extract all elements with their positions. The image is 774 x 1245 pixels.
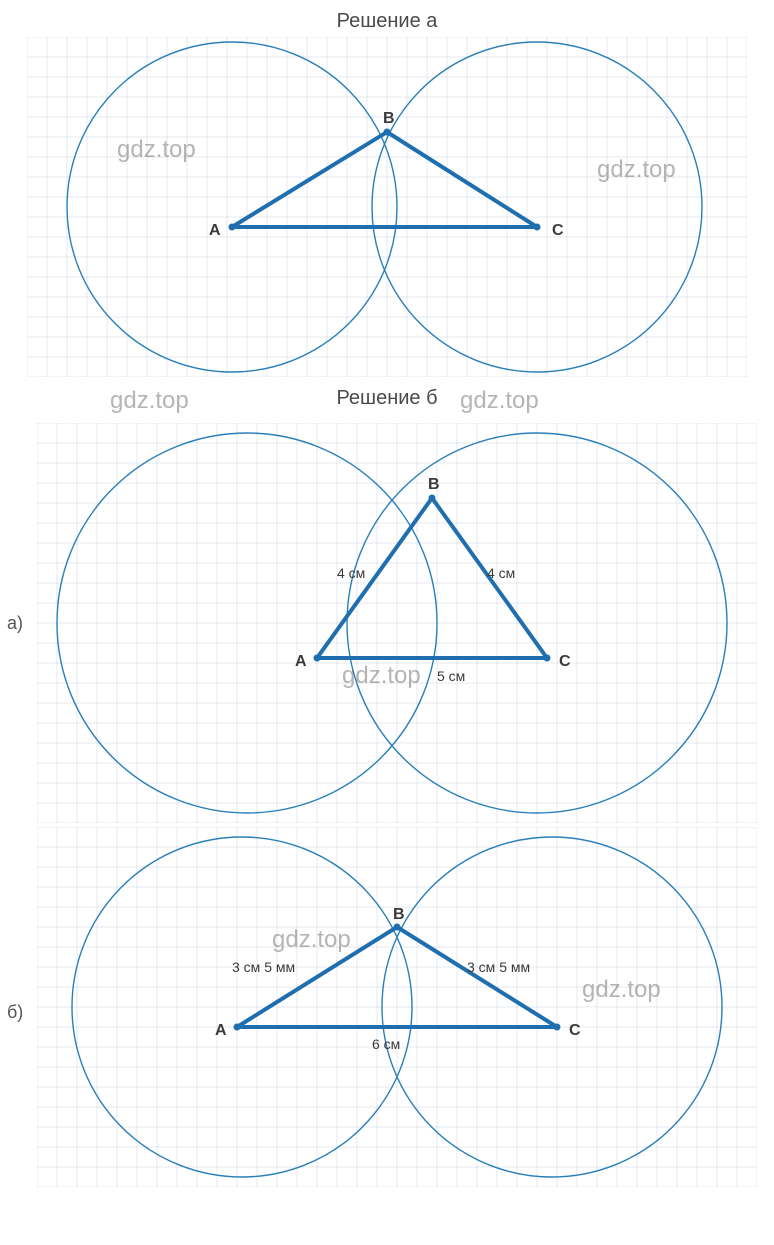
watermark: gdz.top bbox=[597, 156, 676, 183]
side-length-label: 5 см bbox=[437, 668, 465, 684]
vertex-A bbox=[229, 224, 236, 231]
panel-2-svg: A B C 4 см 4 см 5 см gdz.top bbox=[37, 423, 757, 823]
vertex-label-B: B bbox=[383, 110, 395, 127]
side-length-label: 4 см bbox=[337, 565, 365, 581]
vertex-label-A: A bbox=[295, 653, 307, 670]
watermark: gdz.top bbox=[342, 662, 421, 689]
vertex-C bbox=[554, 1024, 561, 1031]
watermark: gdz.top bbox=[272, 926, 351, 953]
vertex-label-B: B bbox=[428, 476, 440, 493]
vertex-label-A: A bbox=[215, 1022, 227, 1039]
panel-2-marker: а) bbox=[7, 613, 23, 634]
vertex-label-C: C bbox=[569, 1022, 581, 1039]
watermark: gdz.top bbox=[582, 976, 661, 1003]
panel-1: A B Cgdz.top gdz.top bbox=[27, 37, 747, 377]
title-b: Решение б bbox=[0, 377, 774, 414]
side-length-label: 3 см 5 мм bbox=[232, 959, 295, 975]
side-length-label: 3 см 5 мм bbox=[467, 959, 530, 975]
panel-2: а) A B C 4 см 4 см 5 см gdz.top bbox=[7, 423, 767, 823]
vertex-B bbox=[429, 495, 436, 502]
vertex-A bbox=[234, 1024, 241, 1031]
vertex-label-B: B bbox=[393, 906, 405, 923]
side-length-label: 6 см bbox=[372, 1036, 400, 1052]
watermark: gdz.top bbox=[117, 136, 196, 163]
vertex-C bbox=[544, 655, 551, 662]
vertex-B bbox=[394, 924, 401, 931]
vertex-label-A: A bbox=[209, 222, 221, 239]
vertex-label-C: C bbox=[552, 222, 564, 239]
vertex-A bbox=[314, 655, 321, 662]
vertex-C bbox=[534, 224, 541, 231]
panel-3-svg: A B C 3 см 5 мм 3 см 5 мм 6 см gdz.top gdz.top bbox=[37, 827, 757, 1187]
vertex-B bbox=[384, 129, 391, 136]
side-length-label: 4 см bbox=[487, 565, 515, 581]
panel-1-svg: A B Cgdz.top gdz.top bbox=[27, 37, 747, 377]
panel-3: б) A B C 3 см 5 мм 3 см 5 мм 6 см gdz.top gdz.t… bbox=[7, 827, 767, 1187]
vertex-label-C: C bbox=[559, 653, 571, 670]
title-a: Решение а bbox=[0, 0, 774, 37]
panel-3-marker: б) bbox=[7, 1002, 23, 1023]
